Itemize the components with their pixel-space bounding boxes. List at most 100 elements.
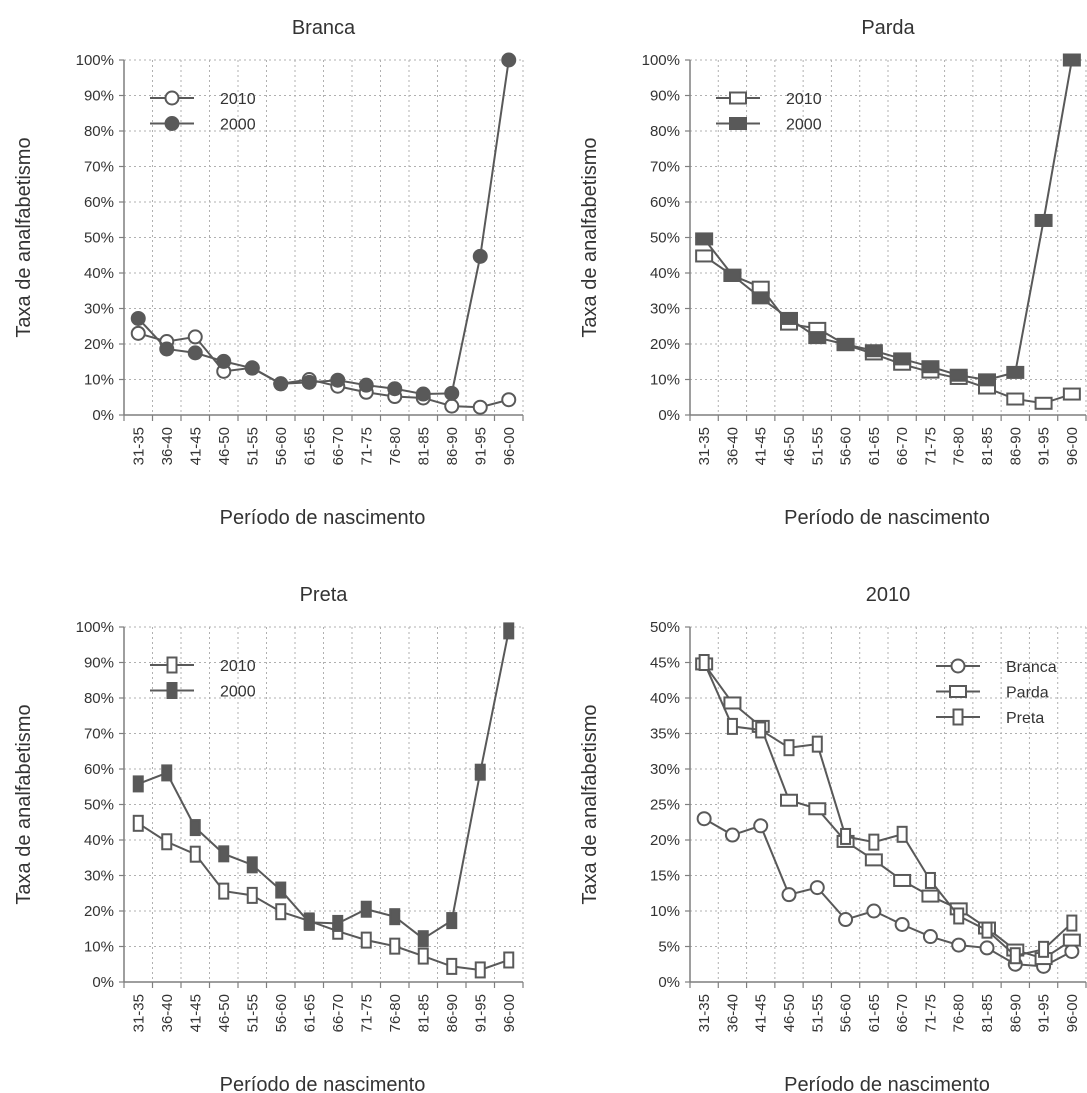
- data-point: [446, 912, 458, 930]
- data-point: [1034, 396, 1053, 410]
- data-point: [893, 873, 912, 887]
- data-point: [981, 921, 993, 939]
- x-tick-label: 86-90: [444, 427, 461, 465]
- y-tick-label: 90%: [650, 88, 680, 105]
- y-tick-label: 40%: [650, 690, 680, 707]
- data-point: [751, 280, 770, 294]
- x-tick-label: 31-35: [696, 427, 713, 465]
- data-point: [723, 696, 742, 710]
- x-tick-label: 66-70: [330, 994, 347, 1032]
- x-tick-label: 41-45: [753, 994, 770, 1032]
- data-point: [1062, 933, 1081, 947]
- y-tick-label: 100%: [642, 52, 680, 69]
- y-tick-label: 0%: [92, 974, 114, 991]
- data-point: [446, 957, 458, 975]
- chart-title: Parda: [861, 17, 915, 39]
- data-point: [503, 951, 515, 969]
- data-point: [474, 763, 486, 781]
- data-point: [244, 360, 260, 376]
- data-point: [187, 329, 203, 345]
- x-tick-label: 36-40: [724, 427, 741, 465]
- data-point: [417, 947, 429, 965]
- data-point: [246, 856, 258, 874]
- x-tick-label: 46-50: [216, 994, 233, 1032]
- data-point: [360, 931, 372, 949]
- data-point: [951, 937, 967, 953]
- data-point: [389, 908, 401, 926]
- data-point: [723, 268, 742, 282]
- data-point: [953, 907, 965, 925]
- series-line: [703, 662, 1073, 957]
- y-tick-label: 50%: [650, 619, 680, 636]
- data-point: [1006, 365, 1025, 379]
- chart-title: Preta: [300, 584, 349, 606]
- x-tick-label: 71-75: [358, 427, 375, 465]
- legend-label: Branca: [1006, 659, 1057, 676]
- data-point: [840, 827, 852, 845]
- x-tick-label: 96-00: [1064, 994, 1081, 1032]
- x-tick-label: 36-40: [159, 427, 176, 465]
- data-point: [696, 811, 712, 827]
- data-point: [808, 331, 827, 345]
- y-tick-label: 10%: [84, 372, 114, 389]
- y-tick-label: 30%: [84, 301, 114, 318]
- legend-marker: [729, 91, 747, 105]
- legend-label: 2000: [786, 117, 822, 134]
- data-point: [503, 622, 515, 640]
- y-tick-label: 10%: [650, 372, 680, 389]
- data-point: [698, 654, 710, 671]
- data-point: [1034, 213, 1053, 227]
- y-tick-label: 50%: [84, 797, 114, 814]
- x-tick-label: 31-35: [130, 427, 147, 465]
- x-tick-label: 46-50: [781, 994, 798, 1032]
- x-tick-label: 91-95: [1036, 994, 1053, 1032]
- data-point: [161, 764, 173, 782]
- x-tick-label: 81-85: [979, 427, 996, 465]
- data-point: [303, 913, 315, 931]
- data-point: [332, 914, 344, 932]
- data-point: [1006, 392, 1025, 406]
- x-tick-label: 76-80: [951, 994, 968, 1032]
- x-tick-label: 51-55: [809, 994, 826, 1032]
- series-2010: [132, 814, 515, 979]
- x-tick-label: 61-65: [866, 994, 883, 1032]
- data-point: [1062, 387, 1081, 401]
- x-tick-label: 91-95: [472, 994, 489, 1032]
- x-tick-label: 31-35: [130, 994, 147, 1032]
- x-tick-label: 76-80: [951, 427, 968, 465]
- data-point: [472, 399, 488, 415]
- data-point: [246, 886, 258, 904]
- x-tick-label: 91-95: [472, 427, 489, 465]
- legend-marker: [166, 656, 178, 674]
- chart-panel-3: Preta 0% 10% 20% 30% 40% 50% 60% 70% 80% 90% 100% 31…: [13, 584, 524, 1093]
- data-point: [273, 376, 289, 392]
- data-point: [132, 814, 144, 832]
- data-point: [161, 833, 173, 851]
- data-point: [783, 739, 795, 757]
- chart-panel-4: 2010 0% 5% 10% 15% 20% 25% 30% 35% 40% 45% 50% 31-35…: [579, 584, 1087, 1093]
- data-point: [216, 353, 232, 369]
- x-tick-label: 71-75: [922, 994, 939, 1032]
- x-tick-label: 91-95: [1036, 427, 1053, 465]
- data-point: [979, 940, 995, 956]
- chart-panel-1: Branca 0% 10% 20% 30% 40% 50% 60% 70% 80% 90% 100% 3…: [13, 17, 524, 529]
- y-tick-label: 70%: [650, 159, 680, 176]
- x-tick-label: 81-85: [415, 427, 432, 465]
- series-2000: [695, 53, 1081, 387]
- data-point: [896, 825, 908, 843]
- data-point: [387, 381, 403, 397]
- data-point: [275, 903, 287, 921]
- legend-label: 2000: [220, 117, 256, 134]
- data-point: [1062, 53, 1081, 67]
- y-tick-label: 30%: [650, 761, 680, 778]
- data-point: [189, 845, 201, 863]
- data-point: [836, 337, 855, 351]
- legend: 2010 2000: [716, 91, 822, 134]
- data-point: [924, 871, 936, 889]
- data-point: [893, 352, 912, 366]
- y-tick-label: 10%: [84, 939, 114, 956]
- y-tick-label: 70%: [84, 159, 114, 176]
- legend-marker: [952, 708, 964, 726]
- x-tick-label: 56-60: [838, 427, 855, 465]
- data-point: [501, 52, 517, 68]
